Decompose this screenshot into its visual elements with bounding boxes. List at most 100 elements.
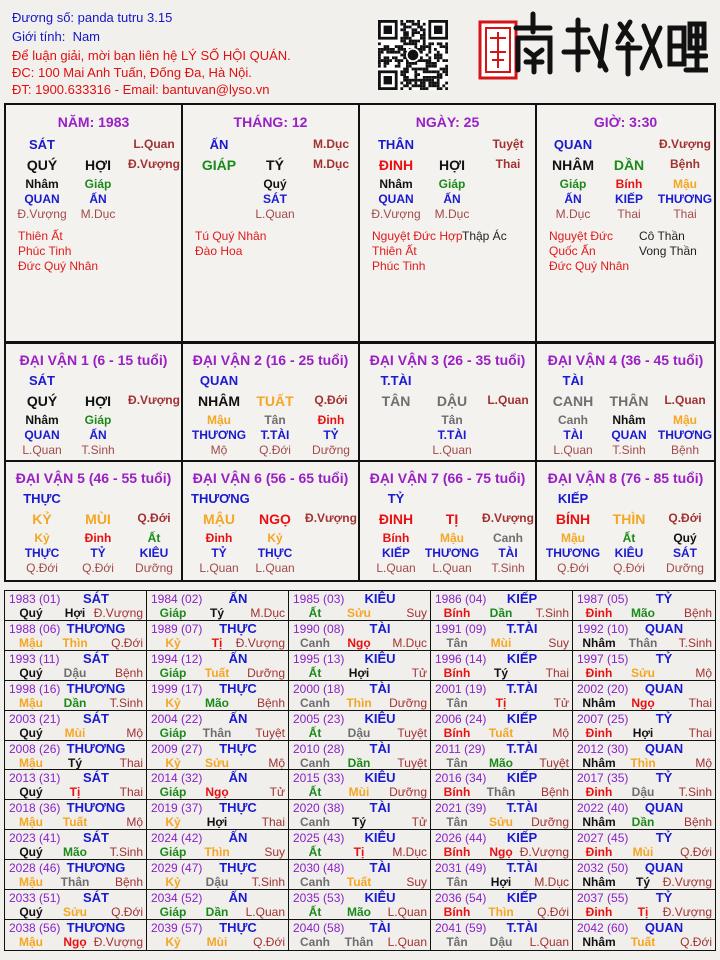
heavenly-stem: Tân bbox=[446, 815, 468, 830]
hidden-ten-god: THỰC bbox=[24, 546, 60, 560]
year-cell[interactable]: 2003 (21) SÁT Quý Mùi Mộ bbox=[5, 710, 147, 741]
year-cell[interactable]: 2039 (57) THỰC Kỷ Mùi Q.Đới bbox=[147, 920, 289, 950]
hidden-stem-row: Tân bbox=[368, 413, 536, 427]
heavenly-stem: Ất bbox=[308, 905, 322, 920]
year-cell[interactable]: 2024 (42) ẤN Giáp Thìn Suy bbox=[147, 830, 289, 861]
hidden-ten-god: ẤN bbox=[89, 192, 107, 206]
qr-code-icon[interactable] bbox=[378, 20, 448, 90]
year-cell[interactable]: 2012 (30) QUAN Nhâm Thìn Mộ bbox=[573, 741, 715, 771]
hidden-ten-god: THƯƠNG bbox=[657, 192, 713, 206]
heavenly-stem: Mậu bbox=[19, 935, 43, 950]
year-cell[interactable]: 2010 (28) TÀI Canh Dần Tuyệt bbox=[289, 740, 431, 771]
year-cell[interactable]: 2028 (46) THƯƠNG Mậu Thân Bệnh bbox=[5, 860, 147, 891]
hidden-stem: Bính bbox=[382, 531, 410, 545]
year-cell[interactable]: 2036 (54) KIẾP Bính Thìn Q.Đới bbox=[431, 890, 573, 921]
year-cell[interactable]: 2016 (34) KIẾP Bính Thân Bệnh bbox=[431, 770, 573, 801]
year-cell[interactable]: 2032 (50) QUAN Nhâm Tý Đ.Vượng bbox=[573, 860, 715, 891]
year-cell[interactable]: 2014 (32) ẤN Giáp Ngọ Tử bbox=[147, 770, 289, 801]
year-cell[interactable]: 1992 (10) QUAN Nhâm Thân T.Sinh bbox=[573, 621, 715, 651]
ten-god: THỰC bbox=[23, 491, 61, 506]
year-cell[interactable]: 2005 (23) KIÊU Ất Dậu Tuyệt bbox=[289, 710, 431, 741]
year-cell[interactable]: 1983 (01) SÁT Quý Hợi Đ.Vượng bbox=[5, 591, 147, 621]
year-cell[interactable]: 1986 (04) KIẾP Bính Dần T.Sinh bbox=[431, 591, 573, 621]
year-cell[interactable]: 2018 (36) THƯƠNG Mậu Tuất Mộ bbox=[5, 800, 147, 831]
year-cell[interactable]: 2007 (25) TỶ Đinh Hợi Thai bbox=[573, 711, 715, 741]
year-cell[interactable]: 2004 (22) ẤN Giáp Thân Tuyệt bbox=[147, 710, 289, 741]
earthly-branch: Tý bbox=[351, 815, 366, 830]
year-cell[interactable]: 2006 (24) KIẾP Bính Tuất Mộ bbox=[431, 710, 573, 741]
year-cell[interactable]: 2033 (51) SÁT Quý Sửu Q.Đới bbox=[5, 890, 147, 921]
year-cell[interactable]: 2001 (19) T.TÀI Tân Tị Tử bbox=[431, 680, 573, 711]
year-cell[interactable]: 1999 (17) THỰC Kỷ Mão Bệnh bbox=[147, 680, 289, 711]
year-cell[interactable]: 2002 (20) QUAN Nhâm Ngọ Thai bbox=[573, 681, 715, 711]
earthly-branch: Tị bbox=[69, 785, 81, 800]
hidden-stem: Mậu bbox=[440, 531, 464, 545]
year-cell[interactable]: 1994 (12) ẤN Giáp Tuất Dưỡng bbox=[147, 650, 289, 681]
year-cell[interactable]: 2037 (55) TỶ Đinh Tị Đ.Vượng bbox=[573, 890, 715, 921]
year-cell[interactable]: 1998 (16) THƯƠNG Mậu Dần T.Sinh bbox=[5, 680, 147, 711]
year-cell[interactable]: 2009 (27) THỰC Kỷ Sửu Mộ bbox=[147, 740, 289, 771]
year-cell[interactable]: 2023 (41) SÁT Quý Mão T.Sinh bbox=[5, 830, 147, 861]
year-cell[interactable]: 1984 (02) ẤN Giáp Tý M.Dục bbox=[147, 591, 289, 621]
year-cell[interactable]: 1997 (15) TỶ Đinh Sửu Mộ bbox=[573, 651, 715, 681]
year-cell[interactable]: 2041 (59) T.TÀI Tân Dậu L.Quan bbox=[431, 920, 573, 950]
hidden-stem-row: Canh Nhâm Mậu bbox=[545, 413, 713, 427]
year-cell[interactable]: 2034 (52) ẤN Giáp Dần L.Quan bbox=[147, 890, 289, 921]
dai-van-cell: ĐẠI VẬN 8 (76 - 85 tuổi) KIẾP BÍNH THÌN Q.Đớ… bbox=[537, 462, 714, 580]
year-cell[interactable]: 1995 (13) KIÊU Ất Hợi Tử bbox=[289, 650, 431, 681]
year-cell[interactable]: 1985 (03) KIÊU Ất Sửu Suy bbox=[289, 591, 431, 621]
hidden-stem: Tân bbox=[264, 413, 286, 427]
year-label: 2031 (49) bbox=[435, 861, 487, 876]
heavenly-stem: KỶ bbox=[32, 511, 52, 527]
year-cell[interactable]: 2022 (40) QUAN Nhâm Dần Bệnh bbox=[573, 800, 715, 831]
auspicious-stars: Nguyệt Đức Hợp Thiên Ất Phúc Tinh bbox=[372, 229, 463, 274]
life-stage: Suy bbox=[406, 875, 427, 890]
ten-god: TỶ bbox=[655, 770, 673, 786]
year-cell[interactable]: 2030 (48) TÀI Canh Tuất Suy bbox=[289, 860, 431, 891]
year-cell[interactable]: 1993 (11) SÁT Quý Dậu Bệnh bbox=[5, 650, 147, 681]
year-cell[interactable]: 2042 (60) QUAN Nhâm Tuất Q.Đới bbox=[573, 920, 715, 950]
hidden-stem: Mậu bbox=[673, 177, 697, 191]
ten-god: KIẾP bbox=[506, 830, 538, 846]
empty-slot bbox=[247, 491, 303, 506]
year-cell[interactable]: 1989 (07) THỰC Kỷ Tị Đ.Vượng bbox=[147, 620, 289, 651]
stage-top: L.Quan bbox=[133, 137, 175, 151]
heavenly-stem: Giáp bbox=[159, 606, 187, 620]
year-cell[interactable]: 2035 (53) KIÊU Ất Mão L.Quan bbox=[289, 890, 431, 921]
cell-title: ĐẠI VẬN 8 (76 - 85 tuổi) bbox=[547, 470, 704, 486]
year-cell[interactable]: 1991 (09) T.TÀI Tân Mùi Suy bbox=[431, 620, 573, 651]
year-cell[interactable]: 2015 (33) KIÊU Ất Mùi Dưỡng bbox=[289, 770, 431, 801]
heavenly-stem: Tân bbox=[446, 635, 468, 650]
empty-slot bbox=[303, 561, 359, 575]
year-cell[interactable]: 2008 (26) THƯƠNG Mậu Tý Thai bbox=[5, 740, 147, 771]
year-cell[interactable]: 2000 (18) TÀI Canh Thìn Dưỡng bbox=[289, 680, 431, 711]
earthly-branch: Thìn bbox=[630, 755, 656, 770]
year-cell[interactable]: 1987 (05) TỶ Đinh Mão Bệnh bbox=[573, 591, 715, 621]
year-cell[interactable]: 2027 (45) TỶ Đinh Mùi Q.Đới bbox=[573, 830, 715, 861]
life-stage: Q.Đới bbox=[314, 393, 348, 407]
year-cell[interactable]: 2031 (49) T.TÀI Tân Hợi M.Dục bbox=[431, 860, 573, 891]
year-cell[interactable]: 2025 (43) KIÊU Ất Tị M.Dục bbox=[289, 830, 431, 861]
earthly-branch: Thìn bbox=[346, 695, 372, 710]
heavenly-stem: Ất bbox=[308, 665, 322, 680]
year-cell[interactable]: 2021 (39) T.TÀI Tân Sửu Dưỡng bbox=[431, 800, 573, 831]
heavenly-stem: NHÂM bbox=[198, 393, 240, 409]
life-stage: Đ.Vượng bbox=[662, 875, 712, 890]
year-cell[interactable]: 2029 (47) THỰC Kỷ Dậu T.Sinh bbox=[147, 860, 289, 891]
year-label: 2026 (44) bbox=[435, 831, 487, 846]
year-cell[interactable]: 2019 (37) THỰC Kỷ Hợi Thai bbox=[147, 800, 289, 831]
year-cell[interactable]: 1996 (14) KIẾP Bính Tý Thai bbox=[431, 650, 573, 681]
year-cell[interactable]: 2020 (38) TÀI Canh Tý Tử bbox=[289, 800, 431, 831]
hidden-stem: Bính bbox=[615, 177, 643, 191]
hidden-stem: Tân bbox=[441, 413, 463, 427]
year-cell[interactable]: 1988 (06) THƯƠNG Mậu Thìn Q.Đới bbox=[5, 620, 147, 651]
year-cell[interactable]: 2013 (31) SÁT Quý Tị Thai bbox=[5, 770, 147, 801]
year-cell[interactable]: 2038 (56) THƯƠNG Mậu Ngọ Đ.Vượng bbox=[5, 920, 147, 950]
ten-god: KIẾP bbox=[506, 710, 538, 726]
year-cell[interactable]: 2026 (44) KIẾP Bính Ngọ Đ.Vượng bbox=[431, 830, 573, 861]
year-cell[interactable]: 1990 (08) TÀI Canh Ngọ M.Dục bbox=[289, 620, 431, 651]
cell-title: ĐẠI VẬN 2 (16 - 25 tuổi) bbox=[192, 352, 349, 368]
year-cell[interactable]: 2017 (35) TỶ Đinh Dậu T.Sinh bbox=[573, 770, 715, 801]
year-cell[interactable]: 2040 (58) TÀI Canh Thân L.Quan bbox=[289, 920, 431, 950]
year-cell[interactable]: 2011 (29) T.TÀI Tân Mão Tuyệt bbox=[431, 740, 573, 771]
